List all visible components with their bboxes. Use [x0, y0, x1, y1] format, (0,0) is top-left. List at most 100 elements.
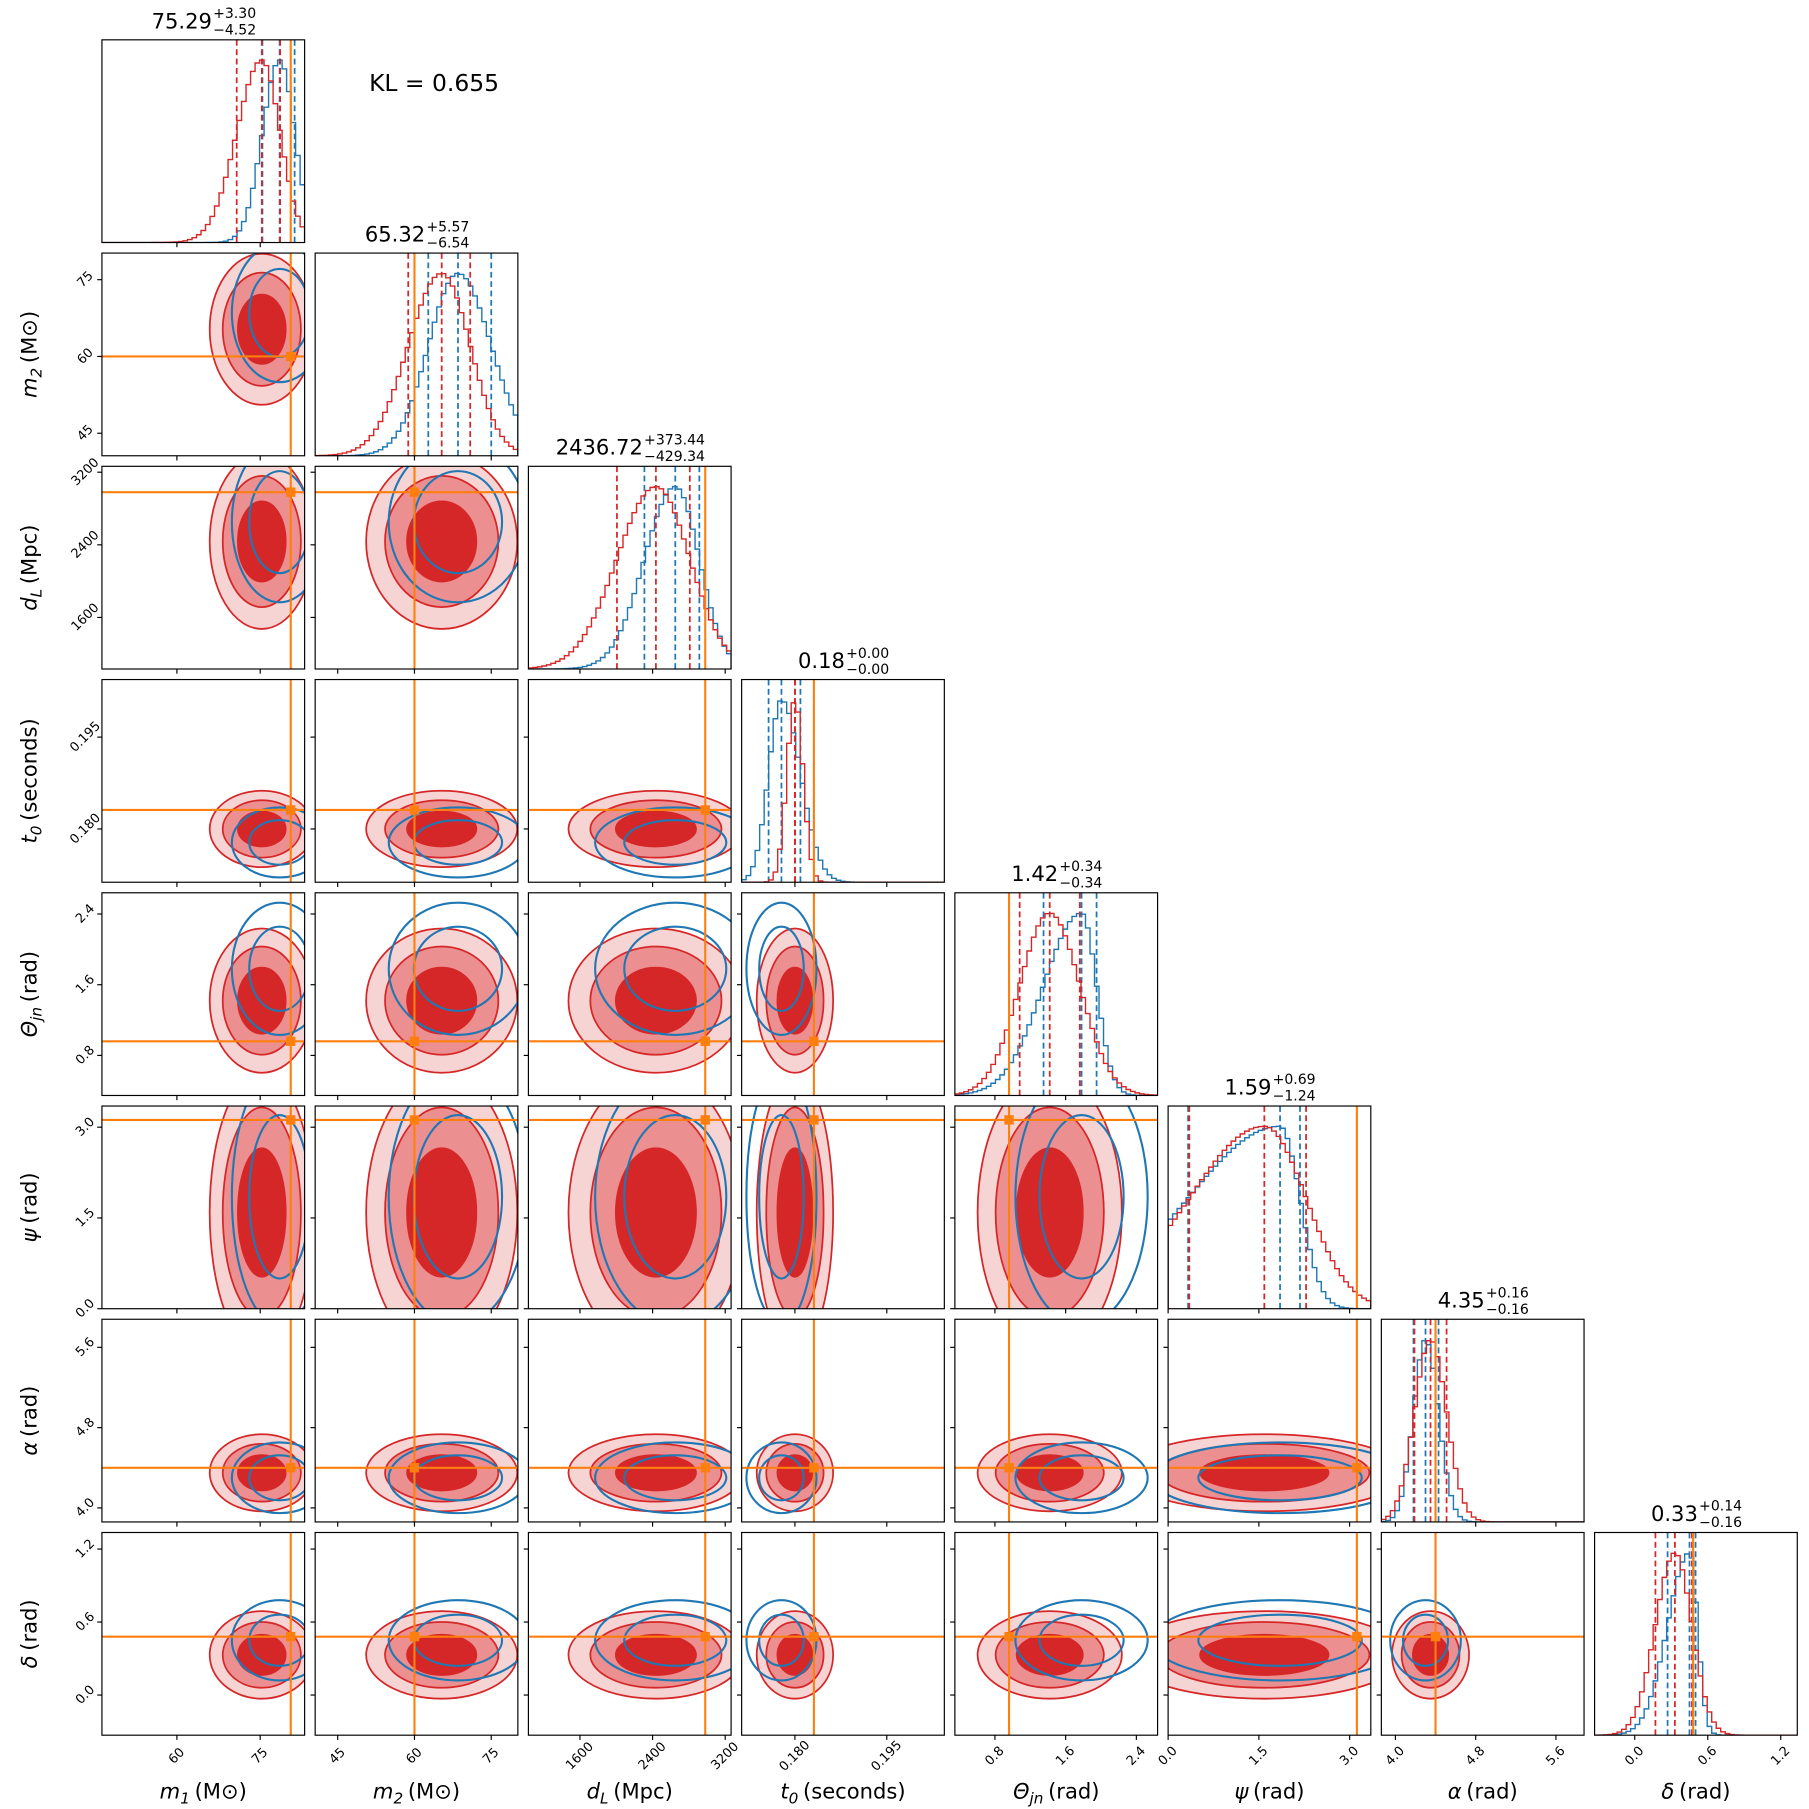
primary-contour [406, 1147, 478, 1278]
histogram-panel [1168, 1106, 1371, 1309]
histogram-panel [741, 679, 945, 883]
histogram [101, 59, 305, 243]
y-tick-label: 45 [74, 422, 96, 444]
panel-frame [314, 1105, 519, 1310]
label-symbol: t [780, 1779, 789, 1804]
secondary-contour [230, 1441, 305, 1515]
label-unit: (Mpc) [16, 525, 41, 585]
histogram [954, 912, 1158, 1096]
x-tick-label: 75 [249, 1745, 271, 1767]
truth-marker [700, 1631, 710, 1642]
truth-marker [700, 1463, 710, 1473]
contour-panel [101, 253, 305, 456]
x-tick-label: 60 [166, 1745, 188, 1767]
secondary-contour [1014, 1441, 1149, 1515]
truth-marker [809, 1463, 819, 1473]
title-median: 1.59 [1224, 1074, 1271, 1099]
panel-frame [954, 1318, 1159, 1523]
panel-frame [741, 892, 945, 1097]
secondary-contour [758, 1454, 805, 1502]
title-median: 4.35 [1438, 1288, 1485, 1313]
histogram [528, 485, 732, 670]
label-unit: (rad) [1048, 1779, 1099, 1804]
label-sub: L [27, 589, 45, 597]
label-unit: (rad) [1466, 1779, 1517, 1804]
title-median: 65.32 [365, 221, 425, 246]
secondary-contour [745, 901, 818, 1036]
axis-label: t0(seconds) [780, 1779, 905, 1807]
truth-marker [1352, 1463, 1362, 1473]
secondary-contour [248, 1613, 305, 1667]
histogram [741, 702, 945, 883]
primary-contour [1199, 1454, 1330, 1492]
truth-marker [409, 487, 420, 497]
contour-panel [101, 679, 305, 883]
primary-contour [237, 293, 287, 365]
panel-frame [1594, 1531, 1798, 1736]
y-tick-label: 0.0 [73, 1296, 98, 1321]
label-symbol: α [1448, 1779, 1462, 1804]
secondary-contour [594, 806, 732, 879]
label-symbol: d [587, 1779, 601, 1804]
x-tick-label: 1.2 [1768, 1744, 1793, 1769]
axis-label: dL (Mpc) [16, 525, 44, 611]
y-tick-label: 4.0 [73, 1495, 98, 1520]
label-unit: (rad) [16, 1599, 41, 1650]
panel-frame [527, 1105, 732, 1310]
title-plus: +0.34 [1059, 859, 1102, 875]
panel-frame [741, 1531, 945, 1736]
label-unit: (seconds) [803, 1779, 906, 1804]
secondary-contour [248, 1114, 305, 1280]
panel-frame [101, 465, 306, 670]
contour-panel [315, 1532, 518, 1736]
histogram-panel [101, 39, 305, 243]
y-tick-label: 0.6 [73, 1609, 98, 1634]
title-median: 0.18 [798, 648, 845, 673]
histogram [528, 485, 732, 670]
label-symbol: Θ [16, 1020, 41, 1037]
y-tick-label: 1.2 [73, 1536, 98, 1561]
truth-marker [1004, 1631, 1014, 1642]
secondary-contour [248, 1454, 305, 1502]
secondary-contour [230, 1106, 305, 1309]
panel-frame [314, 1531, 519, 1736]
panel-frame [741, 1318, 945, 1523]
label-sub: 2 [393, 1789, 403, 1807]
y-tick-label: 4.8 [73, 1415, 98, 1440]
primary-contour [1015, 1633, 1084, 1676]
truth-marker [409, 805, 420, 815]
x-tick-label: 4.0 [1383, 1744, 1408, 1769]
secondary-contour [623, 925, 728, 1012]
primary-contour [237, 966, 287, 1035]
axis-label: Θjn (rad) [16, 951, 44, 1038]
secondary-contour [594, 1441, 732, 1515]
truth-marker [286, 1631, 296, 1642]
truth-marker [286, 487, 296, 497]
panel-frame [954, 1105, 1159, 1310]
secondary-contour [248, 470, 305, 575]
primary-contour [237, 500, 287, 583]
truth-marker [1430, 1631, 1441, 1642]
label-symbol: m [16, 377, 41, 398]
secondary-contour [623, 1613, 728, 1667]
histogram-panel [315, 253, 518, 456]
axis-label: α(rad) [1448, 1779, 1518, 1804]
title-minus: −0.00 [846, 662, 889, 678]
panel-frame [101, 678, 306, 883]
panel-frame [527, 678, 732, 883]
axis-label: ψ(rad) [1234, 1779, 1304, 1804]
secondary-contour [230, 253, 305, 384]
title-plus: +0.14 [1699, 1499, 1742, 1515]
histogram [1381, 1340, 1585, 1522]
primary-contour [1015, 1147, 1084, 1278]
secondary-contour [230, 466, 305, 604]
x-tick-label: 75 [480, 1745, 502, 1767]
secondary-contour [1168, 1599, 1371, 1682]
axis-label: dL (Mpc) [587, 1779, 673, 1807]
x-tick-label: 2.4 [1124, 1744, 1149, 1769]
secondary-contour [1389, 1599, 1462, 1682]
x-tick-label: 1600 [563, 1739, 597, 1773]
title-plus: +0.16 [1486, 1285, 1529, 1301]
label-unit: (rad) [16, 1172, 41, 1223]
